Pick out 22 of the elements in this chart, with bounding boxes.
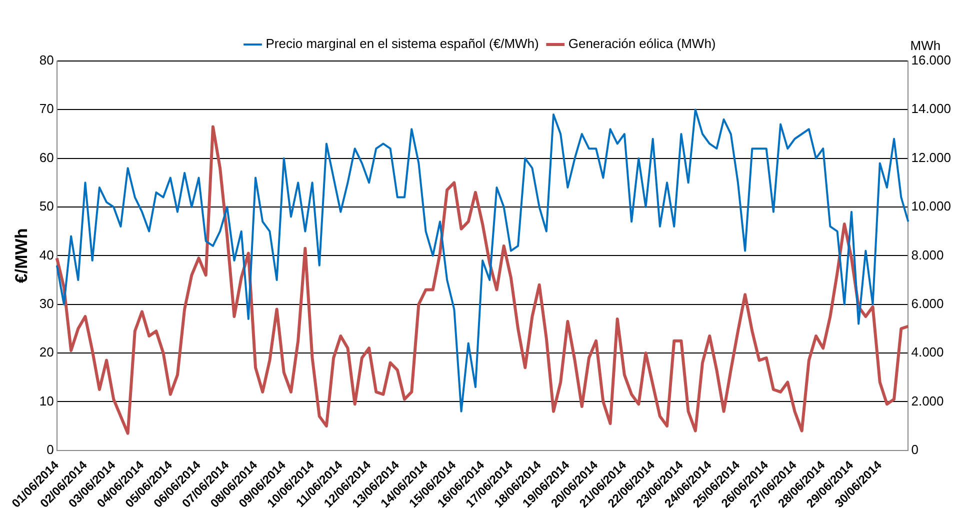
y-tick-label: 30: [39, 296, 54, 311]
y2-tick-label: 14.000: [911, 101, 952, 116]
y2-tick-label: 2.000: [911, 393, 944, 408]
y-tick-label: 70: [39, 101, 54, 116]
y2-tick-label: 16.000: [911, 52, 952, 68]
y2-tick-label: 8.000: [911, 247, 944, 262]
legend-label: Generación eólica (MWh): [568, 36, 716, 52]
y-tick-label: 0: [46, 442, 54, 457]
y2-axis-title: MWh: [910, 38, 941, 54]
y2-tick-label: 10.000: [911, 198, 952, 214]
y-tick-label: 10: [39, 393, 54, 408]
y-tick-label: 50: [39, 198, 54, 214]
legend-label: Precio marginal en el sistema español (€/MWh): [266, 36, 539, 52]
y2-tick-label: 4.000: [911, 344, 944, 360]
y-tick-label: 80: [39, 52, 54, 68]
y2-tick-label: 12.000: [911, 150, 952, 165]
y-tick-label: 20: [39, 344, 54, 360]
y-axis-title: €/MWh: [12, 228, 31, 284]
y-tick-label: 40: [39, 247, 54, 262]
y2-tick-label: 6.000: [911, 296, 944, 311]
y-tick-label: 60: [39, 150, 54, 165]
y2-tick-label: 0: [911, 442, 918, 457]
